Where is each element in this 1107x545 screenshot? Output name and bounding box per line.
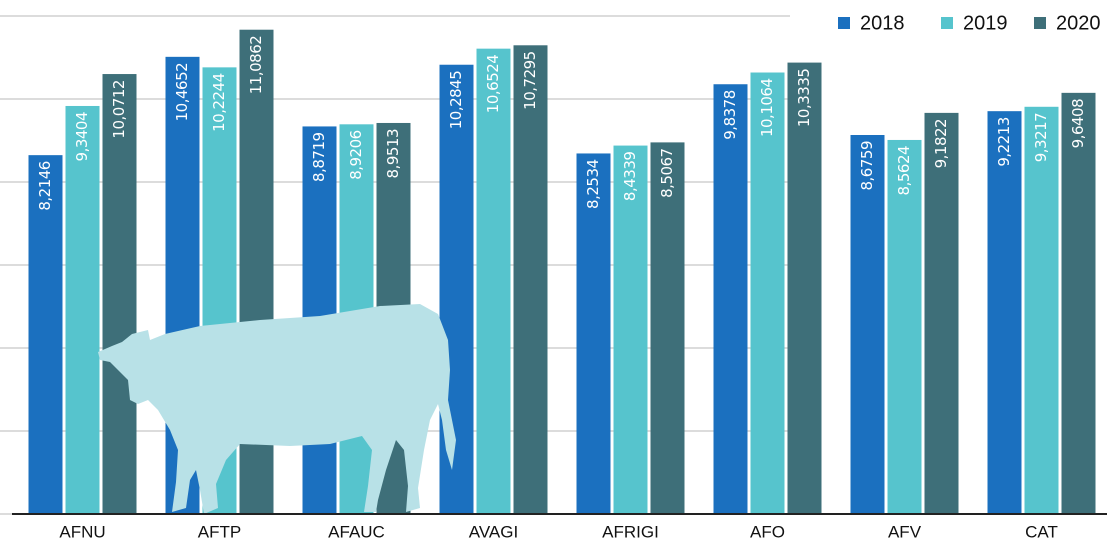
bar (576, 153, 611, 515)
bar (1024, 106, 1059, 515)
value-label: 9,3404 (73, 112, 91, 162)
bar (513, 45, 548, 515)
value-label: 10,4652 (173, 63, 191, 122)
bar (439, 64, 474, 514)
value-label: 9,3217 (1032, 113, 1050, 163)
legend-swatch (838, 17, 850, 29)
value-label: 9,6408 (1069, 99, 1087, 149)
bar (476, 48, 511, 514)
value-label: 11,0862 (247, 36, 265, 95)
value-label: 8,6759 (858, 141, 876, 191)
legend-swatch (1034, 17, 1046, 29)
value-label: 10,7295 (521, 51, 539, 110)
value-label: 8,5624 (895, 146, 913, 196)
value-label: 8,2534 (584, 159, 602, 209)
value-label: 9,1822 (932, 119, 950, 169)
legend: 2018 2019 2020 (838, 12, 1101, 34)
x-tick-label: AFAUC (328, 522, 385, 541)
value-label: 10,1064 (758, 79, 776, 138)
bar (65, 105, 100, 515)
value-label: 9,2213 (995, 117, 1013, 167)
x-tick-label: AFV (888, 522, 922, 541)
bar (887, 139, 922, 514)
bar (102, 74, 137, 514)
value-label: 8,8719 (310, 132, 328, 182)
value-label: 9,8378 (721, 90, 739, 139)
bar (924, 112, 959, 514)
value-label: 10,3335 (795, 69, 813, 128)
x-tick-label: AVAGI (469, 522, 518, 541)
x-tick-label: AFNU (59, 522, 105, 541)
legend-label: 2019 (963, 12, 1008, 34)
bar (787, 62, 822, 515)
value-label: 10,2845 (447, 71, 465, 130)
value-label: 8,9513 (384, 129, 402, 179)
bar (713, 84, 748, 515)
bar (1061, 92, 1096, 514)
legend-swatch (941, 17, 953, 29)
value-label: 8,4339 (621, 152, 639, 202)
value-label: 8,9206 (347, 130, 365, 180)
legend-label: 2018 (860, 12, 905, 34)
x-tick-label: CAT (1025, 522, 1058, 541)
cow-silhouette (98, 304, 456, 514)
value-label: 10,6524 (484, 55, 502, 114)
bar (987, 111, 1022, 514)
x-tick-label: AFRIGI (602, 522, 659, 541)
bar (850, 135, 885, 514)
bar (613, 145, 648, 515)
x-tick-label: AFO (750, 522, 785, 541)
value-label: 8,5067 (658, 148, 676, 198)
bar (750, 72, 785, 515)
value-label: 10,2244 (210, 73, 228, 132)
x-tick-label: AFTP (198, 522, 241, 541)
bar (28, 155, 63, 515)
value-label: 8,2146 (36, 161, 54, 211)
bar (650, 142, 685, 514)
legend-label: 2020 (1056, 12, 1101, 34)
value-label: 10,0712 (110, 80, 128, 139)
